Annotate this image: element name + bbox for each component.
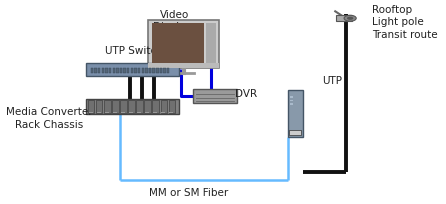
Bar: [160, 69, 162, 74]
Bar: [112, 69, 115, 74]
Bar: [116, 69, 119, 74]
Bar: [290, 100, 293, 102]
FancyBboxPatch shape: [149, 21, 219, 69]
Text: Media Converter
Rack Chassis: Media Converter Rack Chassis: [6, 107, 93, 129]
Bar: [289, 131, 301, 135]
Bar: [98, 69, 100, 74]
Bar: [137, 112, 141, 114]
Bar: [145, 112, 149, 114]
Bar: [149, 69, 151, 74]
Text: MM or SM Fiber: MM or SM Fiber: [149, 187, 228, 197]
Bar: [141, 69, 144, 74]
Bar: [161, 100, 167, 114]
Bar: [102, 69, 104, 74]
FancyBboxPatch shape: [152, 24, 204, 63]
Bar: [105, 69, 107, 74]
Bar: [105, 112, 109, 114]
Circle shape: [344, 16, 356, 22]
FancyBboxPatch shape: [86, 63, 179, 76]
Bar: [169, 100, 175, 114]
Circle shape: [347, 18, 353, 21]
FancyBboxPatch shape: [149, 63, 219, 69]
Bar: [97, 112, 101, 114]
FancyBboxPatch shape: [193, 89, 237, 104]
Bar: [95, 69, 97, 74]
Bar: [290, 96, 293, 98]
Bar: [153, 69, 155, 74]
FancyBboxPatch shape: [86, 99, 179, 115]
Bar: [153, 112, 157, 114]
Bar: [167, 69, 169, 74]
Bar: [121, 112, 125, 114]
Bar: [120, 69, 122, 74]
Bar: [134, 69, 137, 74]
Bar: [145, 100, 151, 114]
Bar: [112, 100, 119, 114]
Bar: [290, 104, 293, 105]
Bar: [88, 100, 95, 114]
Bar: [136, 100, 143, 114]
Bar: [153, 100, 159, 114]
Bar: [138, 69, 140, 74]
Polygon shape: [336, 16, 352, 22]
Bar: [120, 100, 127, 114]
Bar: [131, 69, 133, 74]
Bar: [89, 112, 93, 114]
Text: DVR: DVR: [235, 88, 257, 98]
FancyBboxPatch shape: [206, 24, 216, 63]
Bar: [161, 112, 165, 114]
Bar: [169, 112, 173, 114]
Bar: [124, 69, 126, 74]
Text: Video
Displays: Video Displays: [153, 10, 197, 32]
Text: UTP Switch: UTP Switch: [105, 46, 163, 56]
Bar: [96, 100, 103, 114]
Text: Rooftop
Light pole
Transit route: Rooftop Light pole Transit route: [372, 5, 438, 39]
Bar: [113, 112, 117, 114]
Bar: [129, 112, 133, 114]
Bar: [163, 69, 166, 74]
Bar: [109, 69, 112, 74]
Bar: [128, 100, 135, 114]
Bar: [145, 69, 148, 74]
Bar: [156, 69, 158, 74]
Bar: [91, 69, 93, 74]
Bar: [127, 69, 129, 74]
FancyBboxPatch shape: [288, 90, 303, 137]
Bar: [104, 100, 111, 114]
Text: UTP: UTP: [322, 75, 342, 85]
